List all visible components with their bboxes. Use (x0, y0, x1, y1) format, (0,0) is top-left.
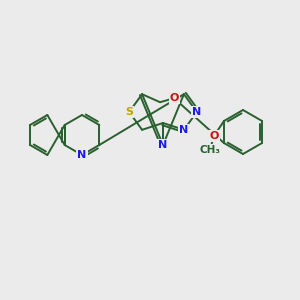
Text: N: N (77, 150, 87, 160)
Text: CH₃: CH₃ (200, 145, 220, 155)
Text: N: N (192, 107, 202, 117)
Text: N: N (158, 140, 168, 150)
Text: O: O (209, 131, 219, 141)
Text: S: S (125, 107, 133, 117)
Text: N: N (179, 125, 188, 135)
Text: O: O (169, 93, 179, 103)
